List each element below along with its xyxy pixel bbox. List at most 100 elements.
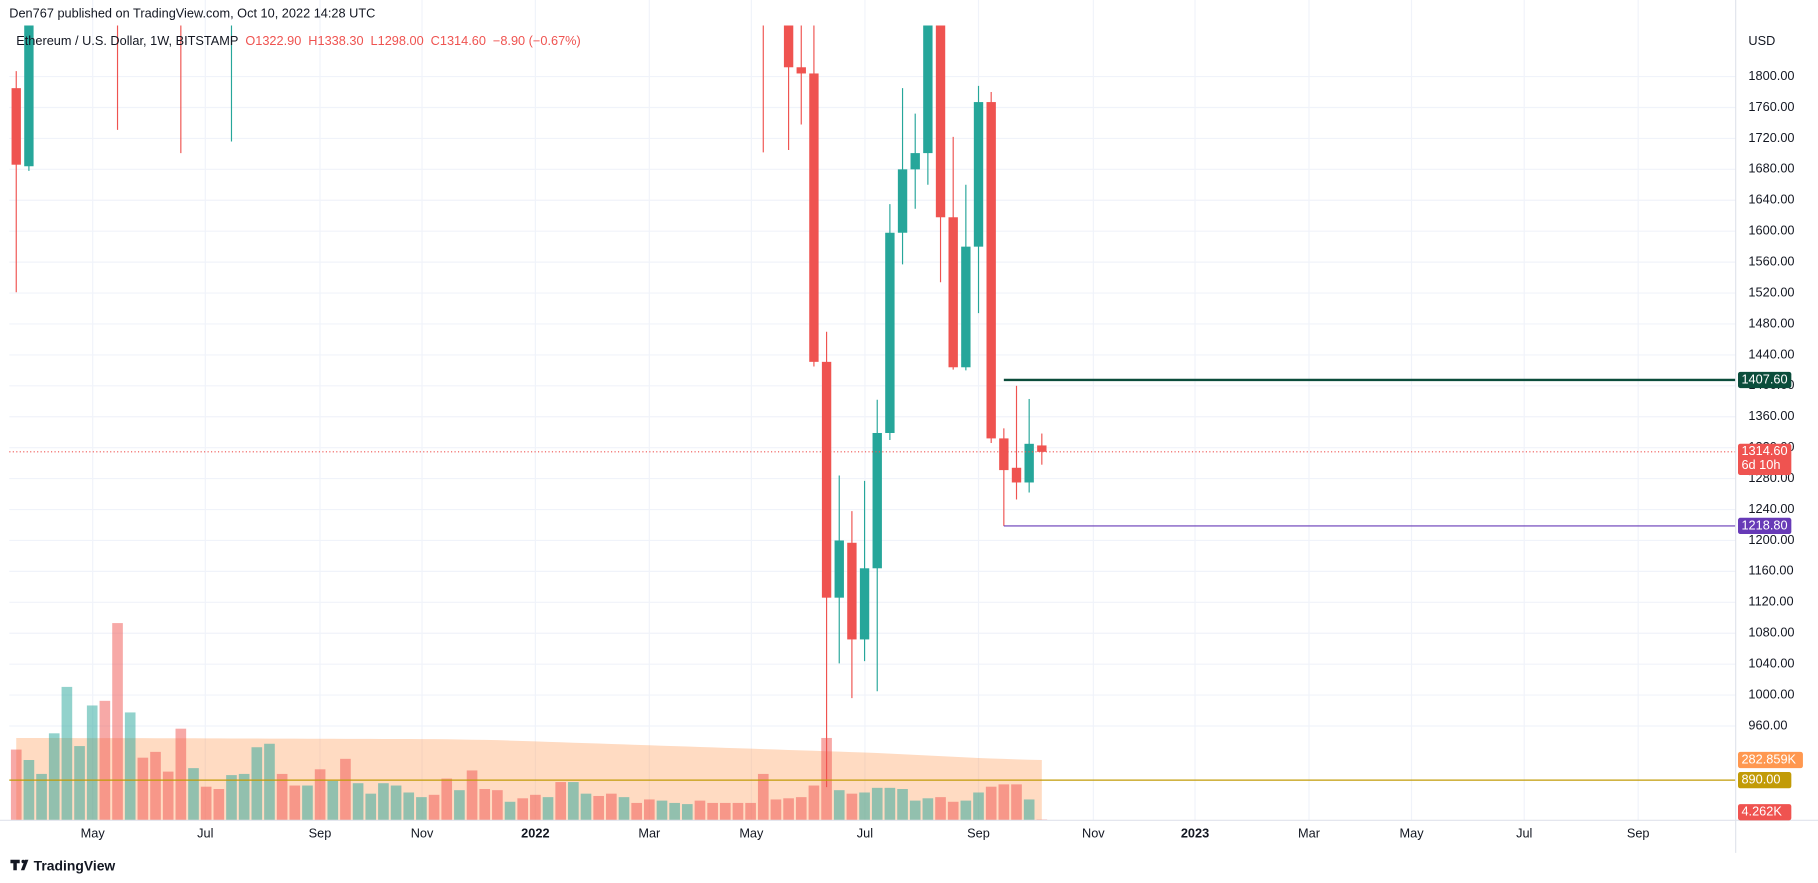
candle-body	[948, 217, 958, 368]
volume-bar	[390, 785, 402, 821]
volume-bar	[200, 786, 212, 821]
volume-bar	[162, 771, 174, 821]
volume-bar	[1023, 799, 1035, 821]
volume-bar	[416, 797, 427, 821]
volume-bar	[757, 773, 769, 821]
volume-ma-label: 282.859K	[1741, 751, 1796, 766]
candle-body	[885, 232, 895, 433]
y-tick-label: 1600.00	[1748, 223, 1794, 238]
candle-body	[821, 361, 832, 598]
price-level-box	[1737, 772, 1792, 789]
volume-bar	[783, 798, 794, 821]
volume-bar	[74, 746, 85, 821]
candle-body	[834, 540, 844, 598]
volume-bar	[61, 686, 73, 821]
x-tick-label: Nov	[411, 826, 434, 841]
price-level-label: 1407.60	[1741, 371, 1787, 386]
y-tick-label: 1760.00	[1748, 99, 1794, 114]
candle-body	[24, 25, 34, 167]
volume-bar	[289, 785, 301, 821]
volume-bar	[833, 790, 845, 821]
last-price-box	[1737, 443, 1792, 476]
x-tick-label: Nov	[1082, 826, 1105, 841]
y-tick-label: 1680.00	[1748, 161, 1794, 176]
x-tick-label: Sep	[1627, 826, 1650, 841]
grid	[9, 0, 1736, 821]
volume-bar	[669, 802, 680, 821]
volume-bar	[86, 705, 98, 821]
x-tick-label: May	[81, 826, 106, 841]
volume-bar	[441, 778, 453, 821]
volume-bar	[466, 770, 478, 821]
axes: 960.00 1000.00 1040.00 1080.00 1120.00 1160.0…	[81, 68, 1803, 841]
legend-value: O1322.90	[245, 33, 301, 48]
x-tick-label: 2023	[1181, 826, 1209, 841]
volume-bar	[770, 799, 782, 821]
publisher: Den767 published on TradingView.com, Oct…	[9, 5, 375, 20]
volume-bar	[935, 797, 946, 821]
volume-bar	[48, 733, 60, 821]
candle-body	[935, 25, 946, 218]
currency: USD	[1748, 33, 1775, 48]
y-tick-label: 1040.00	[1748, 656, 1794, 671]
y-tick-label: 1200.00	[1748, 532, 1794, 547]
volume-bar	[352, 783, 364, 821]
volume-bar	[150, 751, 161, 821]
x-tick-label: Jul	[1516, 826, 1532, 841]
volume-bar	[137, 757, 149, 821]
volume-bar	[479, 789, 491, 821]
volume-bar	[922, 798, 934, 821]
volume-bar	[555, 782, 567, 821]
price-level-label: 890.00	[1741, 772, 1780, 787]
candle-body	[1037, 445, 1047, 452]
y-tick-label: 1360.00	[1748, 408, 1794, 423]
candle-body	[872, 432, 882, 569]
volume-bar	[327, 780, 339, 821]
y-tick-label: 1120.00	[1748, 594, 1793, 609]
volume-bar	[504, 801, 516, 821]
volume-bar	[10, 749, 22, 821]
volume-bar	[314, 769, 326, 821]
volume-bar	[124, 712, 136, 821]
volume-bar	[99, 700, 111, 821]
candle-body	[986, 102, 996, 439]
legend-value: L1298.00	[371, 33, 424, 48]
volume-bar	[365, 793, 377, 821]
volume-bar	[859, 792, 870, 821]
volume-bar	[213, 789, 225, 821]
x-tick-label: May	[1400, 826, 1425, 841]
volume-bar	[973, 792, 984, 821]
candles	[11, 25, 1047, 788]
legend-value: C1314.60	[431, 33, 486, 48]
candle-body	[859, 568, 870, 640]
candle-body	[783, 25, 794, 68]
volume-bar	[428, 794, 440, 821]
volume-bar	[340, 758, 351, 821]
volume-bar	[568, 782, 579, 821]
candle-body	[796, 67, 806, 74]
volume-bar	[36, 773, 47, 821]
legend-value: H1338.30	[308, 33, 363, 48]
y-tick-label: 960.00	[1748, 717, 1787, 732]
y-tick-label: 1720.00	[1748, 130, 1794, 145]
last-price-label: 1314.60	[1741, 443, 1787, 458]
volume-bar	[226, 775, 237, 821]
volume-bar	[492, 790, 503, 821]
volume-bar	[188, 768, 199, 821]
volume-bar	[580, 793, 592, 821]
volume-bar	[694, 800, 706, 821]
volume-bar	[897, 789, 908, 821]
volume-bar	[238, 773, 250, 821]
price-level-label: 1218.80	[1741, 517, 1787, 532]
volume-bar	[998, 784, 1010, 821]
volume-bar	[593, 795, 604, 821]
candle-body	[961, 246, 971, 368]
volume-bar	[23, 760, 35, 821]
x-tick-label: Jul	[197, 826, 213, 841]
volume-bar	[909, 800, 921, 821]
volume-pane	[10, 623, 1048, 821]
volume-bar	[175, 728, 187, 821]
y-tick-label: 1000.00	[1748, 686, 1794, 701]
